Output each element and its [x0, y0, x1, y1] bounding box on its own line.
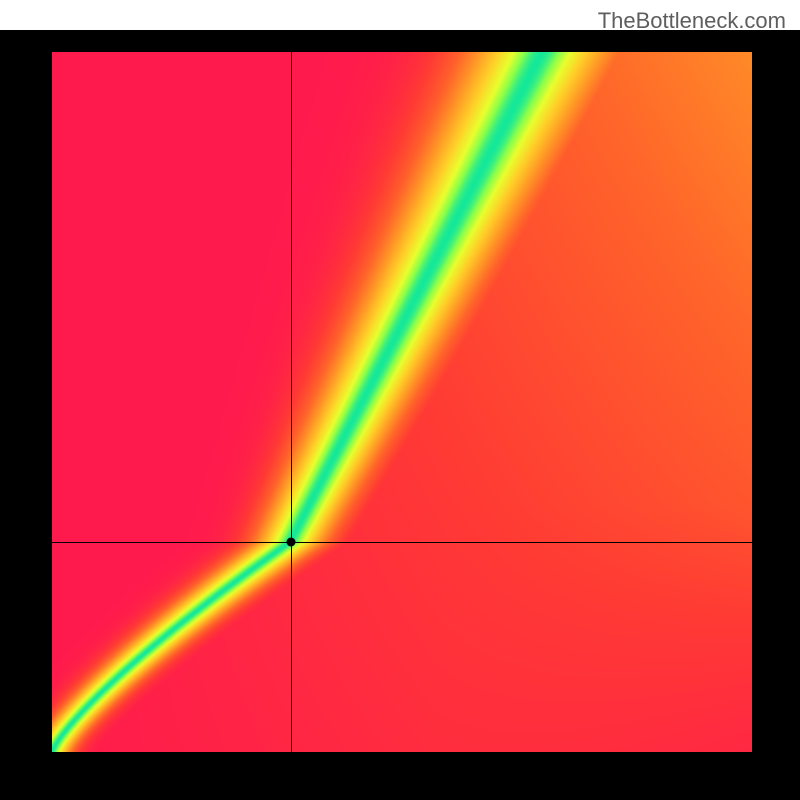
heatmap-canvas	[52, 52, 752, 752]
chart-outer-frame	[0, 30, 800, 800]
watermark-text: TheBottleneck.com	[598, 8, 786, 34]
crosshair-horizontal	[52, 542, 752, 543]
crosshair-point	[287, 538, 296, 547]
crosshair-vertical	[291, 52, 292, 752]
heatmap-plot-area	[52, 52, 752, 752]
